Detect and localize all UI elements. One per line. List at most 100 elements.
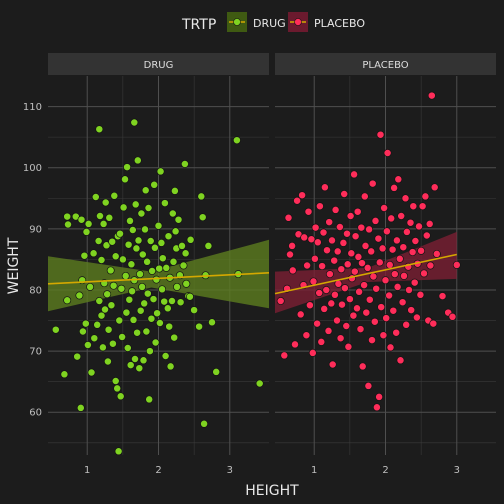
data-point <box>353 304 361 313</box>
data-point <box>361 241 370 250</box>
data-point <box>367 247 376 256</box>
data-point <box>115 316 124 325</box>
data-point <box>390 183 399 192</box>
data-point <box>342 322 351 330</box>
data-point <box>351 232 360 241</box>
data-point <box>393 282 402 291</box>
data-point <box>126 216 134 225</box>
data-point <box>255 379 264 388</box>
data-point <box>103 290 112 299</box>
data-point <box>346 212 355 220</box>
legend-key-drug-point <box>233 18 241 26</box>
data-point <box>381 276 390 285</box>
data-point <box>337 265 346 274</box>
data-point <box>416 290 425 299</box>
data-point <box>315 289 324 297</box>
data-point <box>146 237 155 245</box>
legend: TRTP DRUG PLACEBO <box>181 12 365 33</box>
data-point <box>417 246 426 255</box>
data-point <box>347 249 356 258</box>
data-point <box>307 235 316 244</box>
data-point <box>95 297 104 305</box>
data-point <box>149 295 158 304</box>
data-point <box>108 237 117 246</box>
data-point <box>136 270 144 279</box>
y-axis-ticks: 60 70 80 90 100 110 <box>23 102 42 419</box>
data-point <box>119 203 128 212</box>
data-point <box>370 317 379 326</box>
x-tick-label: 3 <box>227 465 233 476</box>
data-point <box>302 331 311 340</box>
data-point <box>195 322 204 331</box>
data-point <box>171 227 180 236</box>
legend-title: TRTP <box>181 17 216 33</box>
data-point <box>402 320 411 329</box>
data-point <box>97 311 106 320</box>
data-point <box>163 304 172 313</box>
data-point <box>438 292 447 301</box>
data-point <box>422 231 431 240</box>
facet-drug-fit-line <box>47 272 270 285</box>
data-point <box>126 361 135 370</box>
data-point <box>452 260 461 269</box>
data-point <box>106 266 115 275</box>
data-point <box>141 186 150 195</box>
data-point <box>101 305 109 314</box>
data-point <box>402 227 411 236</box>
data-point <box>208 318 216 327</box>
data-point <box>127 260 136 269</box>
data-point <box>353 207 362 216</box>
data-point <box>108 339 117 348</box>
data-point <box>91 193 100 201</box>
data-point <box>432 249 441 258</box>
data-point <box>151 338 160 347</box>
data-point <box>176 298 185 307</box>
facet-drug-strip <box>48 53 269 75</box>
data-point <box>429 319 438 328</box>
data-point <box>150 180 159 189</box>
data-point <box>64 220 72 229</box>
data-point <box>190 306 199 315</box>
facet-drug-confidence-band <box>48 239 269 312</box>
data-point <box>350 267 359 276</box>
data-point <box>336 334 345 343</box>
data-point <box>80 251 89 260</box>
data-point <box>372 403 381 412</box>
data-point <box>409 202 418 211</box>
data-point <box>179 261 188 270</box>
data-point <box>280 351 289 360</box>
legend-key-placebo-point <box>294 18 302 26</box>
data-point <box>363 263 372 272</box>
data-point <box>372 284 381 293</box>
data-point <box>310 254 319 263</box>
data-point <box>168 209 177 218</box>
data-point <box>378 244 387 253</box>
data-point <box>117 284 126 293</box>
data-point <box>141 225 149 234</box>
data-point <box>335 223 344 231</box>
data-point <box>132 244 141 253</box>
data-point <box>116 229 124 238</box>
data-point <box>401 194 410 203</box>
data-point <box>412 313 421 322</box>
data-point <box>82 227 91 236</box>
y-tick-label: 70 <box>29 347 42 358</box>
legend-key-placebo <box>288 12 308 32</box>
data-point <box>181 249 190 258</box>
data-point <box>118 333 127 341</box>
data-point <box>63 212 72 221</box>
data-point <box>380 204 389 212</box>
legend-key-drug <box>227 12 247 32</box>
data-point <box>291 340 299 349</box>
data-point <box>304 207 313 216</box>
data-point <box>77 215 86 224</box>
data-point <box>185 292 194 301</box>
data-point <box>371 216 380 225</box>
data-point <box>288 266 297 275</box>
data-point <box>103 357 112 366</box>
data-point <box>324 326 333 335</box>
data-point <box>333 316 341 325</box>
data-point <box>345 295 354 304</box>
data-point <box>84 219 93 228</box>
data-point <box>284 213 293 222</box>
